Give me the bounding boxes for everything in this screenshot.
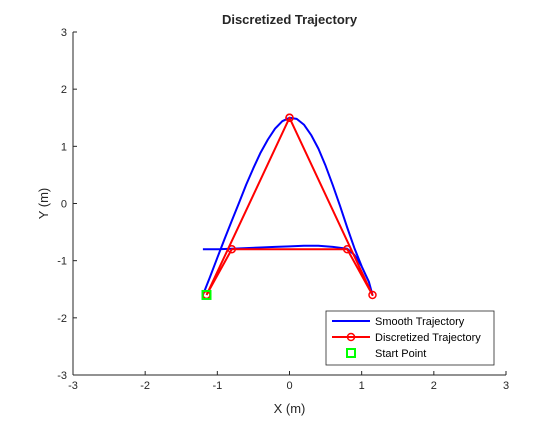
legend-marker-discretized-trajectory: [346, 332, 356, 342]
series-layer: [201, 113, 377, 300]
y-axis-label: Y (m): [36, 188, 51, 220]
y-tick-label: 2: [61, 84, 67, 96]
series-line-discretized-trajectory: [205, 116, 374, 296]
legend-label-start-point: Start Point: [375, 348, 426, 360]
y-tick-label: -1: [57, 256, 67, 268]
axes-layer: -3 -2 -1 0 1 2 3 -3 -2 -1 0 1 2 3: [57, 27, 509, 392]
x-tick-label: -3: [68, 380, 78, 392]
x-tick-label: 2: [431, 380, 437, 392]
x-tick-label: 0: [286, 380, 292, 392]
data-point-discretized-trajectory: [285, 113, 294, 122]
x-axis-label: X (m): [274, 401, 306, 416]
series-line-smooth-trajectory: [201, 116, 374, 296]
y-tick-label: 1: [61, 141, 67, 153]
y-tick-label: -3: [57, 370, 67, 382]
legend-label-smooth-trajectory: Smooth Trajectory: [375, 316, 465, 328]
data-point-discretized-trajectory: [368, 290, 377, 300]
legend: Smooth Trajectory Discretized Trajectory…: [325, 310, 495, 366]
chart-title: Discretized Trajectory: [222, 12, 358, 27]
data-point-discretized-trajectory: [227, 244, 237, 254]
legend-marker-start-point: [346, 348, 356, 358]
x-tick-label: -1: [212, 380, 222, 392]
y-tick-label: 3: [61, 27, 67, 39]
x-tick-label: 1: [359, 380, 365, 392]
y-tick-label: 0: [61, 199, 67, 211]
legend-label-discretized-trajectory: Discretized Trajectory: [375, 332, 481, 344]
data-point-start-point: [201, 289, 212, 300]
x-tick-label: -2: [140, 380, 150, 392]
y-tick-label: -2: [57, 313, 67, 325]
data-point-discretized-trajectory: [342, 244, 352, 254]
x-tick-label: 3: [503, 380, 509, 392]
